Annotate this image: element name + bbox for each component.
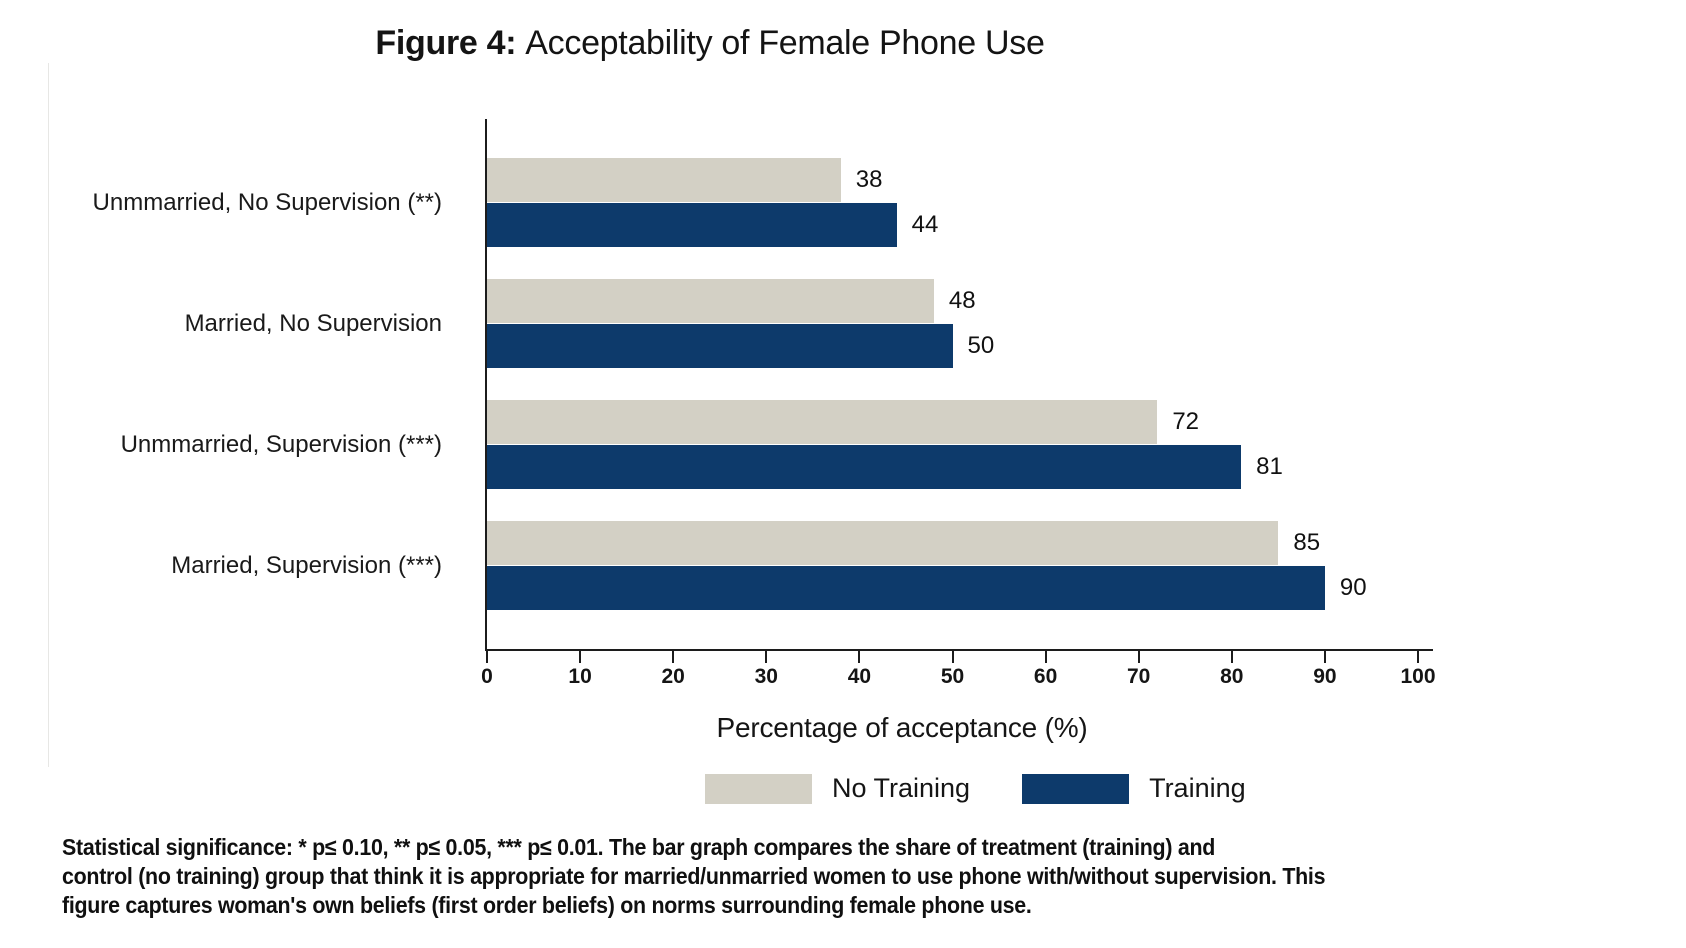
x-tick-label-50: 50 [940,665,965,688]
bar-value-training-married-supervision: 90 [1339,574,1367,601]
bar-value-no-training-unmmarried-supervision: 72 [1172,408,1200,435]
figure-title-text: Acceptability of Female Phone Use [525,24,1045,62]
x-axis-title: Percentage of acceptance (%) [716,712,1088,743]
category-axis-labels: Unmmarried, No Supervision (**) Married, … [0,120,442,651]
x-tick-label-40: 40 [847,665,872,688]
x-tick-label-0: 0 [481,665,493,688]
bar-no-training-married-no-supervision [487,279,934,323]
x-tick-label-70: 70 [1127,665,1151,688]
x-tick-0 [486,651,488,663]
bar-training-married-supervision [487,566,1325,610]
x-axis-line [485,649,1433,651]
legend-label-no-training: No Training [832,773,971,803]
legend-swatch-no-training [705,773,812,804]
bar-value-training-unmmarried-supervision: 81 [1256,453,1283,480]
x-tick-60 [1044,651,1047,663]
x-tick-label-80: 80 [1220,665,1244,688]
x-tick-label-30: 30 [754,665,778,688]
legend-item-training: Training [1022,773,1246,804]
plot-area: 38 44 48 50 72 81 85 90 [487,120,1418,649]
footnote-line-1: Statistical significance: * p≤ 0.10, ** … [62,834,1216,860]
x-tick-label-90: 90 [1313,665,1337,688]
bar-value-training-married-no-supervision: 50 [967,332,995,359]
x-tick-40 [858,651,861,663]
bar-training-unmmarried-no-supervision [487,203,897,247]
bar-training-married-no-supervision [487,324,953,368]
x-tick-80 [1230,651,1233,663]
category-label-married-no-supervision: Married, No Supervision [184,310,442,337]
scan-artifact-line [48,63,49,767]
bar-value-no-training-married-no-supervision: 48 [948,287,976,314]
figure-title-prefix: Figure 4: [375,24,517,62]
legend: No Training Training [705,773,1246,804]
legend-swatch-training [1022,773,1130,804]
bar-value-training-unmmarried-no-supervision: 44 [911,211,939,238]
bar-no-training-married-supervision [487,521,1279,565]
legend-label-training: Training [1149,773,1246,803]
x-tick-100 [1417,651,1419,663]
x-tick-20 [672,651,675,663]
bar-value-no-training-unmmarried-no-supervision: 38 [855,166,883,193]
x-tick-label-10: 10 [568,665,592,688]
x-tick-70 [1137,651,1140,663]
bar-no-training-unmmarried-supervision [487,400,1158,444]
bar-training-unmmarried-supervision [487,445,1242,489]
figure-title: Figure 4: Acceptability of Female Phone U… [0,24,1420,63]
bar-no-training-unmmarried-no-supervision [487,158,841,202]
footnote-line-2: control (no training) group that think i… [62,863,1326,889]
category-label-married-supervision: Married, Supervision (***) [171,552,442,579]
x-tick-30 [765,651,768,663]
category-label-unmmarried-supervision: Unmmarried, Supervision (***) [120,431,442,458]
x-tick-label-60: 60 [1033,665,1058,688]
footnote-line-3: figure captures woman's own beliefs (fir… [62,892,1032,918]
x-tick-90 [1323,651,1326,663]
legend-item-no-training: No Training [705,773,970,804]
x-tick-label-100: 100 [1400,665,1436,688]
y-axis-line [485,119,487,651]
x-tick-10 [579,651,582,663]
x-tick-50 [951,651,954,663]
category-label-unmmarried-no-supervision: Unmmarried, No Supervision (**) [92,189,442,216]
bar-value-no-training-married-supervision: 85 [1293,529,1321,556]
footnote: Statistical significance: * p≤ 0.10, ** … [62,833,1325,920]
x-tick-label-20: 20 [661,665,685,688]
